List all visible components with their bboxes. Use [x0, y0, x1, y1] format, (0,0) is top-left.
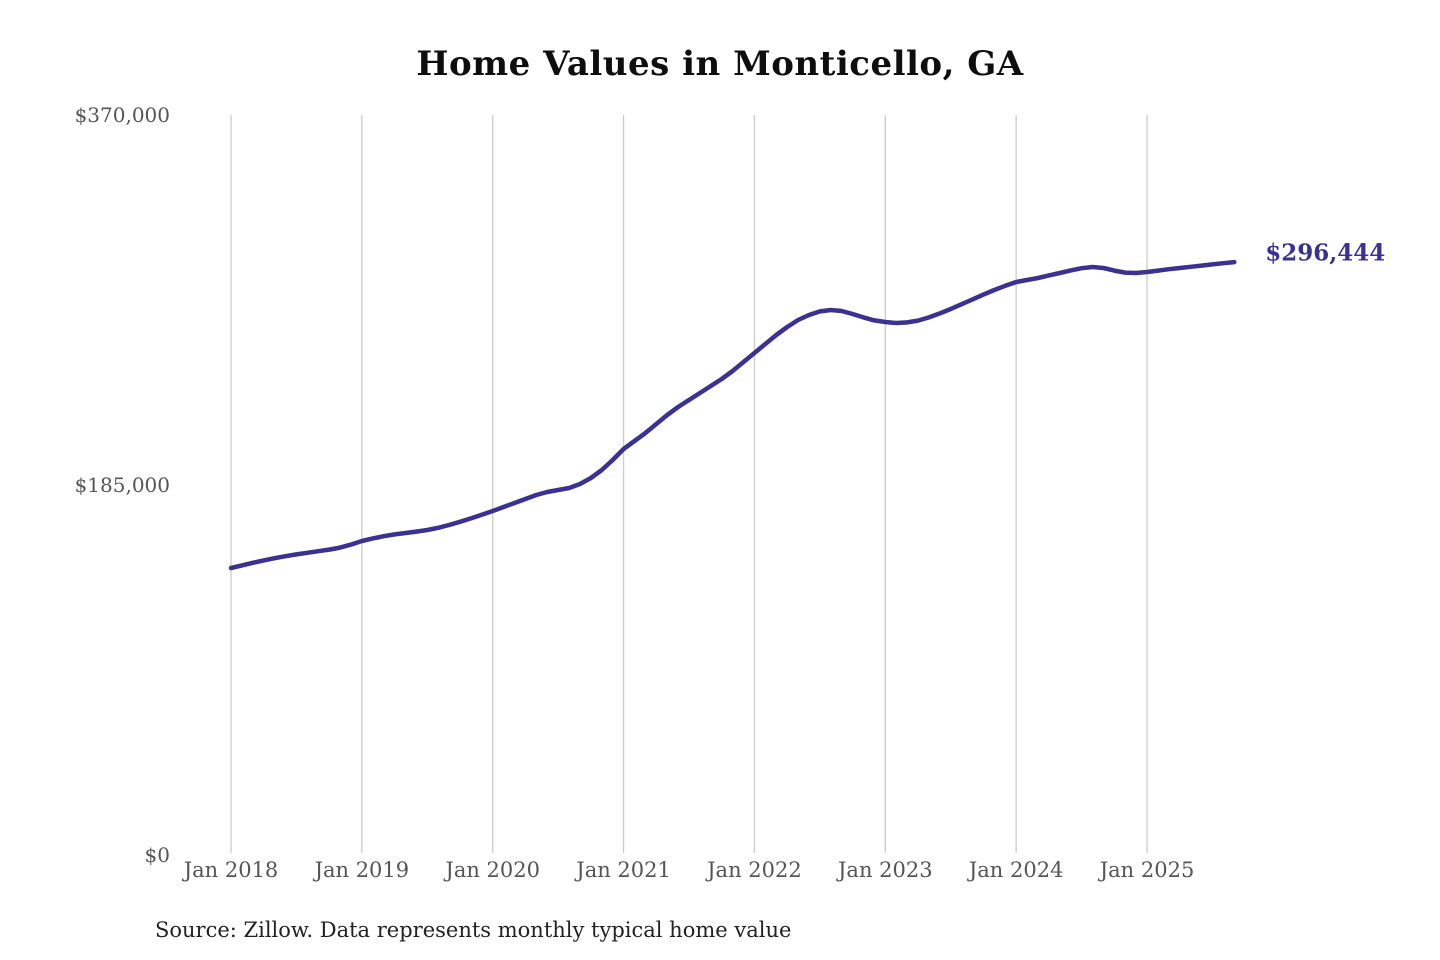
source-note: Source: Zillow. Data represents monthly …: [155, 918, 792, 942]
vertical-gridlines: [230, 115, 1148, 853]
x-tick-label: Jan 2018: [183, 858, 279, 882]
y-tick-label: $370,000: [74, 103, 170, 127]
x-tick-label: Jan 2025: [1099, 858, 1195, 882]
x-tick-label: Jan 2022: [707, 858, 802, 882]
y-tick-label: $0: [144, 843, 170, 867]
y-tick-label: $185,000: [74, 473, 170, 497]
x-tick-label: Jan 2021: [576, 858, 671, 882]
latest-value-label: $296,444: [1265, 239, 1386, 267]
x-tick-label: Jan 2024: [968, 858, 1064, 882]
x-tick-label: Jan 2019: [314, 858, 410, 882]
home-value-line: [228, 259, 1237, 571]
x-tick-label: Jan 2023: [838, 858, 933, 882]
chart-title: Home Values in Monticello, GA: [416, 44, 1024, 84]
x-tick-label: Jan 2020: [445, 858, 541, 882]
